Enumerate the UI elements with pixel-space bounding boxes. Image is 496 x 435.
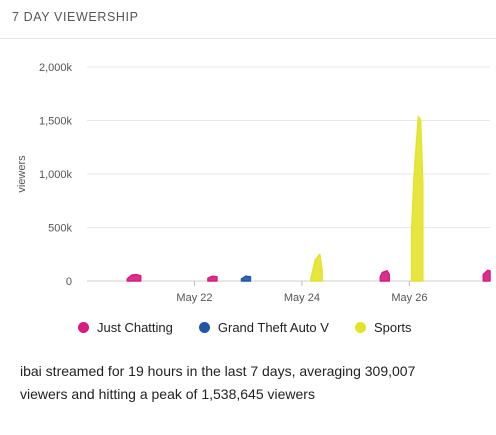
legend-dot-icon — [78, 322, 89, 333]
area-segment — [207, 275, 218, 282]
y-axis-ticks: 0 500k 1,000k 1,500k 2,000k — [39, 62, 73, 288]
legend-item-grand-theft-auto-v[interactable]: Grand Theft Auto V — [198, 320, 329, 335]
title-divider — [0, 38, 496, 39]
area-segment — [410, 115, 424, 282]
series-just-chatting — [126, 269, 491, 282]
area-segment — [240, 275, 252, 282]
legend-label: Just Chatting — [97, 320, 173, 335]
legend-dot-icon — [198, 322, 210, 333]
y-tick-label: 0 — [66, 276, 72, 288]
area-segment — [482, 269, 491, 282]
series-sports — [310, 115, 424, 282]
y-axis-label: viewers — [16, 155, 28, 193]
legend-dot-icon — [354, 322, 366, 333]
y-tick-label: 500k — [48, 223, 72, 235]
x-tick-label: May 26 — [391, 292, 427, 304]
x-tick-label: May 24 — [284, 292, 320, 304]
x-tick-label: May 22 — [176, 292, 212, 304]
series-grand-theft-auto-v — [240, 275, 252, 282]
legend-label: Grand Theft Auto V — [217, 320, 329, 335]
legend-label: Sports — [373, 320, 412, 335]
y-tick-label: 2,000k — [39, 62, 73, 74]
chart-series — [126, 115, 491, 282]
chart-grid — [87, 66, 490, 282]
y-tick-label: 1,000k — [39, 169, 73, 181]
x-axis-ticks: May 22 May 24 May 26 — [176, 281, 427, 304]
legend-item-sports[interactable]: Sports — [354, 320, 412, 335]
panel-title: 7 DAY VIEWERSHIP — [12, 10, 139, 24]
chart-legend: Just Chatting Grand Theft Auto V Sports — [78, 320, 412, 335]
viewership-summary: ibai streamed for 19 hours in the last 7… — [20, 363, 416, 402]
area-segment — [379, 270, 391, 282]
legend-item-just-chatting[interactable]: Just Chatting — [78, 320, 173, 335]
y-tick-label: 1,500k — [39, 116, 73, 128]
area-segment — [126, 273, 142, 282]
area-segment — [310, 253, 323, 282]
